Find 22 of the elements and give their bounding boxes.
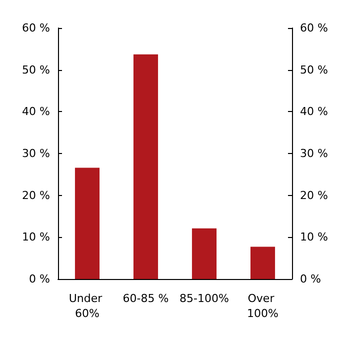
y-tick-label: 20 % — [22, 188, 50, 202]
x-tick-label: 60-85 % — [122, 292, 169, 305]
x-tick-label: 85-100% — [180, 292, 229, 305]
y-tick-label: 60 % — [22, 22, 50, 34]
y2-tick-label: 40 % — [300, 105, 328, 118]
y2-tick-label: 30 % — [300, 147, 328, 160]
y-tick-label: 30 % — [22, 147, 50, 160]
x-tick-label: Over 100% — [247, 292, 278, 320]
y2-tick-label: 60 % — [300, 22, 328, 34]
bar — [74, 168, 100, 279]
y-tick-label: 10 % — [22, 230, 50, 244]
y2-tick-label: 10 % — [300, 230, 328, 244]
bar — [133, 54, 158, 279]
x-tick-label: Under 60% — [68, 292, 106, 320]
bar — [192, 228, 217, 279]
bar — [250, 246, 276, 279]
y2-tick-label: 0 % — [300, 272, 321, 286]
y2-tick-label: 20 % — [300, 188, 328, 202]
y-tick-label: 50 % — [22, 63, 50, 76]
y-tick-label: 40 % — [22, 105, 50, 118]
y2-tick-label: 50 % — [300, 63, 328, 76]
y-tick-label: 0 % — [29, 272, 50, 286]
